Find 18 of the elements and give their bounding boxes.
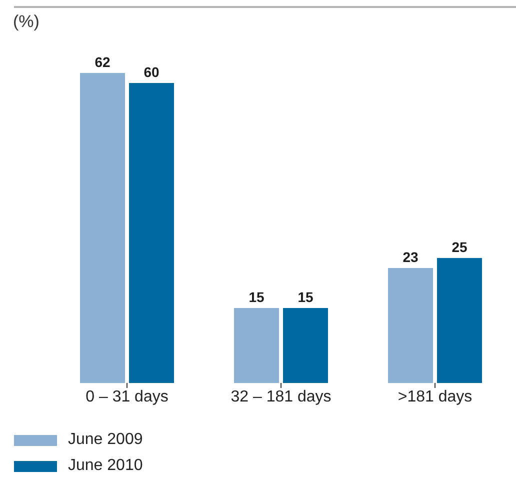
bar: [234, 308, 279, 383]
data-label: 15: [298, 289, 314, 305]
legend-label: June 2010: [68, 457, 143, 475]
bar: [80, 73, 125, 383]
legend-label: June 2009: [68, 431, 143, 449]
data-label: 23: [402, 249, 418, 265]
data-label: 15: [248, 289, 264, 305]
bar: [388, 268, 433, 383]
x-tick-label: 0 – 31 days: [86, 388, 168, 406]
x-tick-label: 32 – 181 days: [230, 388, 332, 406]
bar: [437, 258, 482, 383]
data-label: 60: [144, 64, 160, 80]
x-tick-label: >181 days: [398, 388, 472, 406]
data-label: 25: [452, 239, 468, 255]
bar: [283, 308, 328, 383]
data-label: 62: [94, 54, 110, 70]
bar: [129, 83, 174, 383]
y-axis-title: (%): [13, 12, 40, 32]
